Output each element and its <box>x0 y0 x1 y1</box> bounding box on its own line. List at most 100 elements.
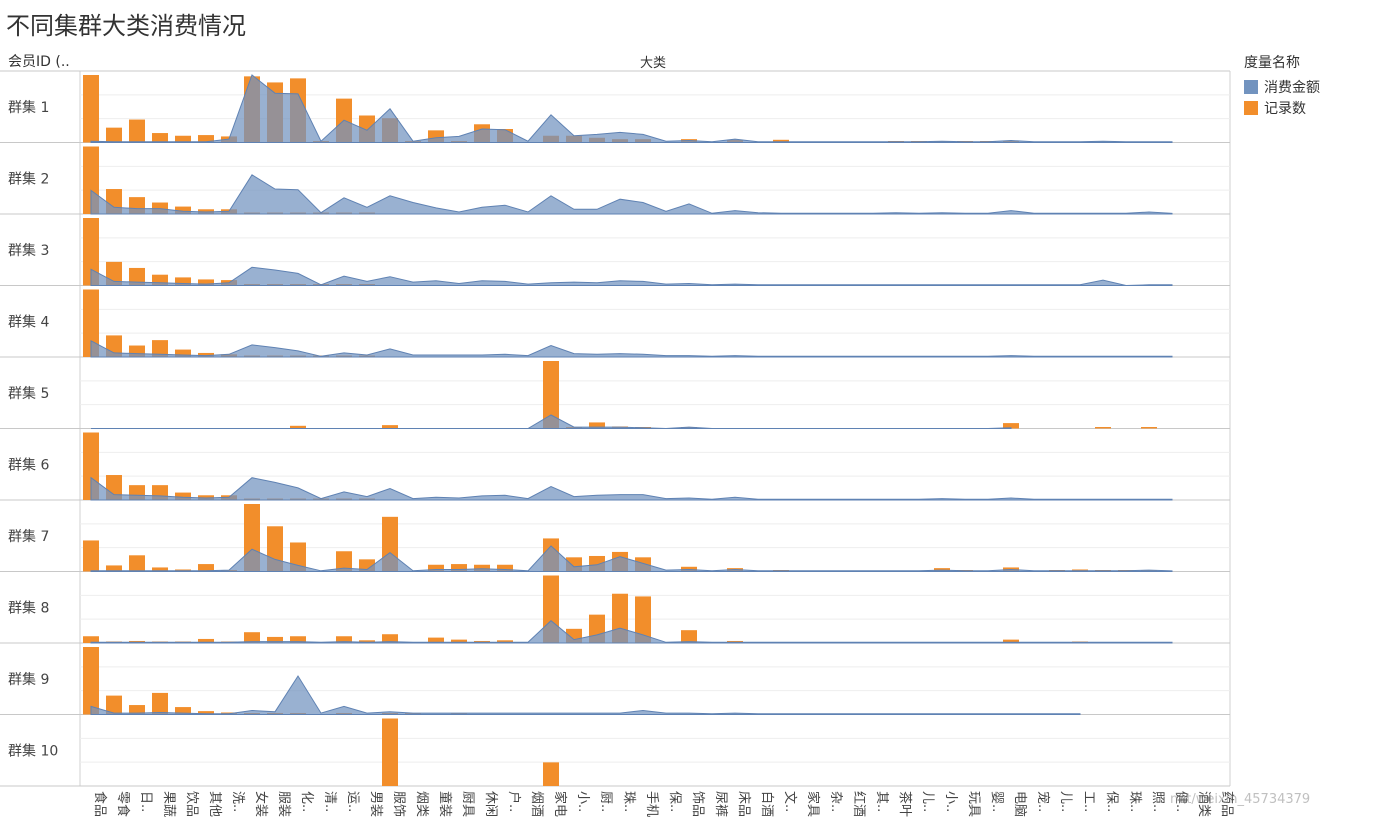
category-tick-label: 厨.. <box>598 791 613 812</box>
category-tick-label: 其他 <box>207 791 222 817</box>
bar-mark <box>198 279 214 286</box>
bar-mark <box>106 565 122 572</box>
row-label: 群集 1 <box>8 99 49 116</box>
legend-swatch-count <box>1244 100 1258 115</box>
legend: 度量名称 消费金额 记录数 <box>1244 52 1320 118</box>
category-tick-label: 红酒 <box>851 791 867 817</box>
category-tick-label: 饰品 <box>690 791 705 817</box>
row-dimension-header[interactable]: 会员ID (.. <box>8 54 70 70</box>
category-tick-label: 儿.. <box>1058 791 1073 812</box>
bar-mark <box>129 119 145 143</box>
chart-title: 不同集群大类消费情况 <box>6 12 246 40</box>
row-label: 群集 7 <box>8 528 49 545</box>
row-label: 群集 5 <box>8 385 49 402</box>
row-label: 群集 6 <box>8 456 49 473</box>
category-tick-label: 清.. <box>322 791 337 812</box>
bar-mark <box>129 345 145 357</box>
bar-mark <box>497 640 513 643</box>
bar-mark <box>1003 423 1019 429</box>
bar-mark <box>1095 427 1111 429</box>
category-tick-label: 服饰 <box>391 791 406 817</box>
area-series <box>91 414 1012 430</box>
category-tick-label: 厨具 <box>460 791 475 817</box>
legend-title: 度量名称 <box>1244 55 1300 71</box>
category-tick-label: 小.. <box>575 791 590 812</box>
category-tick-label: 玩具 <box>966 791 981 817</box>
legend-swatch-amount <box>1244 79 1258 94</box>
category-tick-label: 运.. <box>345 791 360 812</box>
category-tick-label: 烟酒 <box>529 791 544 817</box>
category-tick-label: 女装 <box>253 791 269 817</box>
legend-item-count[interactable]: 记录数 <box>1244 97 1320 118</box>
category-tick-label: 零食 <box>115 791 131 817</box>
bar-mark <box>198 135 214 143</box>
bar-mark <box>474 564 490 572</box>
bar-mark <box>152 567 168 572</box>
category-tick-label: 珠.. <box>621 791 636 812</box>
category-tick-label: 珠.. <box>1127 791 1142 812</box>
category-tick-label: 工.. <box>1081 791 1096 812</box>
category-tick-label: 小.. <box>943 791 958 812</box>
bar-mark <box>244 632 260 643</box>
bar-mark <box>1003 639 1019 643</box>
area-series <box>90 476 1173 501</box>
bar-mark <box>152 133 168 143</box>
bar-mark <box>175 277 191 286</box>
row-label: 群集 8 <box>8 599 49 616</box>
category-tick-label: 童装 <box>437 791 453 817</box>
category-tick-label: 白酒 <box>759 791 775 817</box>
category-tick-label: 健.. <box>1173 791 1188 812</box>
category-tick-label: 婴.. <box>989 791 1004 812</box>
legend-item-amount[interactable]: 消费金额 <box>1244 76 1320 97</box>
category-tick-label: 烟类 <box>414 791 429 817</box>
bar-mark <box>83 540 99 572</box>
bar-mark <box>428 564 444 572</box>
bar-mark <box>83 218 99 286</box>
row-label: 群集 9 <box>8 671 49 688</box>
category-tick-label: 饮品 <box>184 791 199 817</box>
bar-mark <box>428 637 444 643</box>
category-tick-label: 户.. <box>506 791 522 812</box>
category-tick-label: 休闲 <box>483 791 498 817</box>
row-label: 群集 4 <box>8 313 49 330</box>
bar-mark <box>175 707 191 715</box>
bar-mark <box>773 139 789 143</box>
category-tick-label: 茶叶 <box>897 791 913 817</box>
bar-mark <box>1141 427 1157 429</box>
bar-mark <box>175 206 191 214</box>
bar-mark <box>175 349 191 357</box>
category-tick-label: 杂.. <box>828 791 843 812</box>
bar-mark <box>382 634 398 643</box>
area-series <box>90 74 1173 143</box>
category-tick-label: 日.. <box>138 791 153 812</box>
category-tick-label: 酒类 <box>1196 791 1211 817</box>
category-tick-label: 床品 <box>736 791 751 817</box>
bar-mark <box>382 718 398 786</box>
area-series <box>90 545 1173 572</box>
bar-mark <box>175 135 191 143</box>
bar-mark <box>198 638 214 643</box>
bar-mark <box>129 267 145 286</box>
row-label: 群集 2 <box>8 170 49 187</box>
category-tick-label: 男装 <box>368 791 383 817</box>
bar-mark <box>83 289 99 357</box>
category-tick-label: 服装 <box>276 791 291 817</box>
category-tick-label: 手机 <box>644 791 659 817</box>
category-tick-label: 其.. <box>874 791 889 812</box>
area-series <box>90 675 1081 715</box>
bar-mark <box>497 564 513 572</box>
row-label: 群集 3 <box>8 242 49 259</box>
category-tick-label: 家电 <box>552 791 568 817</box>
category-tick-label: 宠.. <box>1035 791 1051 812</box>
category-tick-label: 保.. <box>667 791 682 812</box>
category-tick-label: 化.. <box>299 791 314 812</box>
watermark-text: net/weixin_45734379 <box>1170 792 1311 807</box>
column-dimension-header[interactable]: 大类 <box>640 56 667 71</box>
bar-mark <box>267 636 283 643</box>
category-tick-label: 家具 <box>805 791 821 817</box>
category-tick-label: 照.. <box>1150 791 1165 812</box>
category-tick-label: 尿裤 <box>713 791 728 817</box>
bar-mark <box>359 640 375 643</box>
bar-mark <box>681 630 697 643</box>
bar-mark <box>198 352 214 357</box>
